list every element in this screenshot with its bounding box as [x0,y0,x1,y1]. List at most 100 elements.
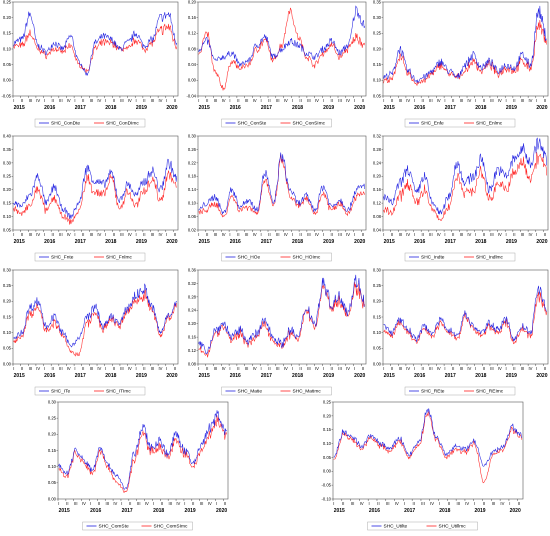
y-tick-label: 0.08 [373,214,382,219]
quarter-label: I [536,366,537,371]
series-line-1 [198,274,365,355]
year-label: 2019 [474,508,485,514]
year-label: 2019 [185,508,196,514]
y-tick-label: 0.30 [373,15,382,20]
quarter-label: I [323,232,324,237]
legend-box [404,386,516,396]
year-label: 2018 [292,239,303,245]
quarter-label: I [74,98,75,103]
quarter-label: I [198,232,199,237]
series-line-2 [58,415,228,493]
quarter-label: III [307,366,311,371]
quarter-label: III [151,98,155,103]
quarter-label: IV [284,98,288,103]
y-tick-label: 0.12 [373,201,382,206]
quarter-label: I [323,98,324,103]
y-tick-label: 0.10 [3,46,12,51]
y-tick-label: -0.05 [1,93,11,98]
quarter-label: IV [498,232,502,237]
quarter-label: III [90,232,94,237]
quarter-label: II [206,366,208,371]
quarter-label: III [351,501,355,506]
quarter-label: IV [284,232,288,237]
legend-entry: SHC_Indlmc [476,255,504,261]
quarter-label: III [90,98,94,103]
chart-panel: 0.000.050.100.150.200.250.30I II III IV I II I… [373,267,549,396]
legend-box [82,521,193,531]
quarter-label: II [174,366,176,371]
quarter-label: II [483,98,485,103]
year-label: 2015 [14,105,25,111]
quarter-label: II [452,366,454,371]
quarter-label: I [44,98,45,103]
y-tick-label: 0.16 [373,187,382,192]
series-line-1 [13,158,178,219]
quarter-label: II [391,98,393,103]
series-line-2 [13,170,177,225]
y-tick-label: 0.24 [373,160,382,165]
year-label: 2020 [216,508,227,514]
legend-entry: SHC_HOe [238,255,261,261]
legend-box [367,521,478,531]
y-tick-label: 0.15 [3,31,12,36]
series-line-1 [13,283,177,348]
quarter-label: IV [346,98,350,103]
quarter-label: I [13,232,14,237]
year-label: 2015 [199,105,210,111]
quarter-label: IV [395,501,399,506]
quarter-label: II [391,366,393,371]
quarter-label: III [429,98,433,103]
year-label: 2017 [445,373,456,379]
year-label: 2020 [536,373,547,379]
y-tick-label: 0.05 [48,480,57,485]
quarter-label: II [237,98,239,103]
quarter-label: III [460,98,464,103]
series-line-2 [13,289,178,357]
quarter-label: II [331,366,333,371]
quarter-label: III [168,501,172,506]
quarter-label: I [444,98,445,103]
year-label: 2020 [166,239,177,245]
quarter-label: III [214,366,218,371]
quarter-label: I [216,501,217,506]
y-tick-label: 0.12 [188,348,197,353]
quarter-label: II [268,366,270,371]
quarter-label: I [333,501,334,506]
year-label: 2015 [14,239,25,245]
quarter-label: IV [406,232,410,237]
quarter-label: III [307,232,311,237]
quarter-label: II [129,501,131,506]
quarter-label: I [292,232,293,237]
year-label: 2020 [166,105,177,111]
y-tick-label: 0.28 [373,147,382,152]
quarter-label: III [399,366,403,371]
y-tick-label: 0.30 [188,133,197,138]
year-label: 2015 [384,105,395,111]
quarter-label: IV [437,232,441,237]
year-label: 2018 [292,373,303,379]
series-line-1 [58,410,227,490]
year-label: 2015 [14,373,25,379]
year-label: 2019 [323,239,334,245]
quarter-label: II [51,98,53,103]
y-tick-label: 0.35 [3,147,12,152]
year-label: 2016 [369,508,380,514]
quarter-label: III [460,232,464,237]
quarter-label: I [166,366,167,371]
quarter-label: IV [467,232,471,237]
quarter-label: I [383,232,384,237]
year-label: 2017 [404,508,415,514]
quarter-label: II [237,366,239,371]
year-label: 2019 [323,105,334,111]
y-tick-label: 0.00 [48,496,57,501]
quarter-label: I [439,501,440,506]
quarter-label: I [292,366,293,371]
quarter-label: III [399,232,403,237]
year-label: 2019 [136,239,147,245]
quarter-label: II [421,232,423,237]
quarter-label: I [292,98,293,103]
quarter-label: IV [315,232,319,237]
y-tick-label: -0.04 [186,93,196,98]
year-label: 2018 [475,239,486,245]
